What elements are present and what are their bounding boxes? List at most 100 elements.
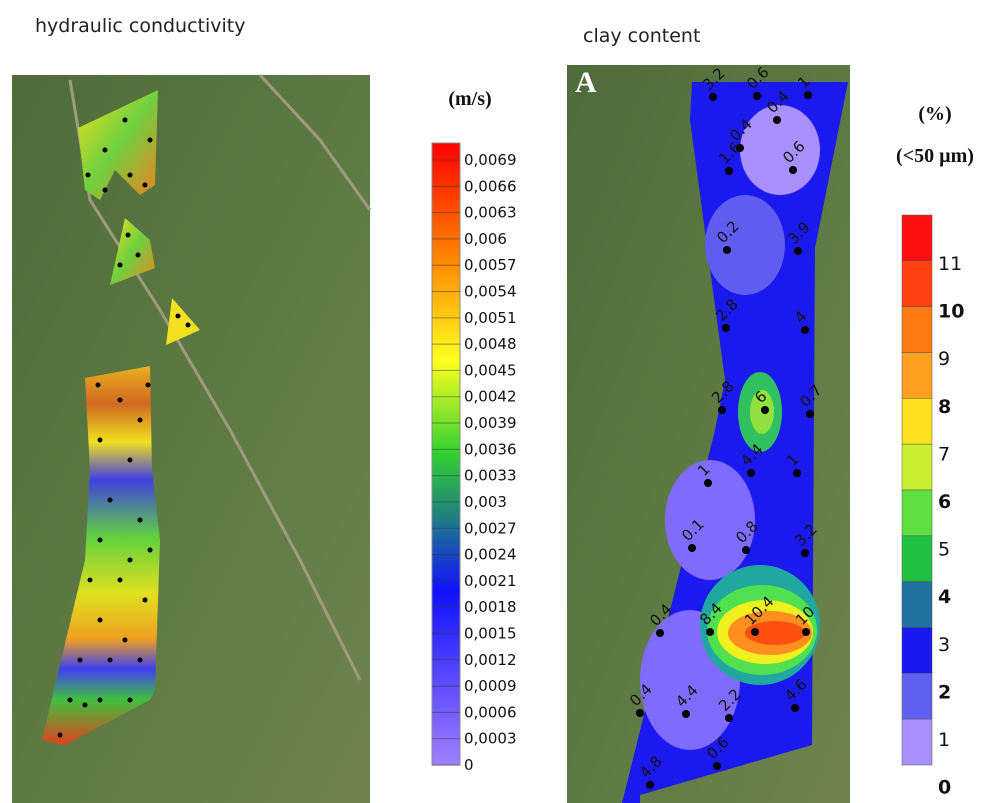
sample-point <box>725 714 733 722</box>
scale-label: 0,006 <box>464 230 507 248</box>
sample-point <box>138 418 143 423</box>
scale-label: 10 <box>938 301 964 323</box>
sample-point <box>103 148 108 153</box>
sample-point <box>78 658 83 663</box>
scale-label: 11 <box>938 253 962 275</box>
sample-point <box>118 263 123 268</box>
sample-point <box>656 629 664 637</box>
scale-label: 0,0027 <box>464 519 517 537</box>
sample-point <box>108 658 113 663</box>
scale-band <box>902 490 932 536</box>
scale-label: 0,0057 <box>464 256 517 274</box>
sample-point <box>761 406 769 414</box>
sample-point <box>804 91 812 99</box>
scale-label: 0,0054 <box>464 283 517 301</box>
sample-point <box>98 698 103 703</box>
scale-label: 6 <box>938 491 951 513</box>
scale-label: 0,0063 <box>464 204 517 222</box>
sample-point <box>646 781 654 789</box>
scale-band <box>902 261 932 307</box>
sample-point <box>801 326 809 334</box>
sample-point <box>723 246 731 254</box>
scale-label: 0,0036 <box>464 440 517 458</box>
scale-label: 7 <box>938 443 950 465</box>
sample-point <box>176 314 181 319</box>
scale-label: 0,0015 <box>464 624 517 642</box>
scale-label: 0,0006 <box>464 703 517 721</box>
sample-point <box>802 628 810 636</box>
sample-point <box>713 762 721 770</box>
sample-point <box>706 628 714 636</box>
sample-point <box>83 703 88 708</box>
scale-label: 2 <box>938 681 951 703</box>
scale-label: 0,0066 <box>464 177 517 195</box>
sample-point <box>143 598 148 603</box>
sample-point <box>725 167 733 175</box>
scale-label: 0 <box>464 756 474 774</box>
sample-point <box>138 518 143 523</box>
sample-point <box>789 166 797 174</box>
scale-label: 0,0033 <box>464 467 517 485</box>
sample-point <box>118 578 123 583</box>
scale-label: 5 <box>938 539 950 561</box>
scale-label: 0,0009 <box>464 677 517 695</box>
sample-point <box>146 383 151 388</box>
sample-point <box>186 323 191 328</box>
scale-label: 1 <box>938 729 950 751</box>
right-unit: (<50 µm) <box>896 145 974 167</box>
scale-label: 0,0012 <box>464 651 517 669</box>
sample-point <box>103 188 108 193</box>
scale-label: 0,0069 <box>464 151 517 169</box>
left-unit: (m/s) <box>448 88 491 110</box>
scale-label: 0,0048 <box>464 335 517 353</box>
scale-label: 0,0051 <box>464 309 517 327</box>
sample-point <box>722 324 730 332</box>
clay-zone <box>665 460 755 580</box>
sample-point <box>148 138 153 143</box>
right-title: clay content <box>583 25 700 47</box>
scale-label: 4 <box>938 586 951 608</box>
sample-point <box>704 479 712 487</box>
scale-label: 0 <box>938 777 951 799</box>
sample-point <box>136 253 141 258</box>
sample-point <box>128 173 133 178</box>
left-title: hydraulic conductivity <box>35 15 246 37</box>
sample-point <box>86 173 91 178</box>
left-color-bar <box>432 143 460 765</box>
sample-point <box>123 638 128 643</box>
sample-point <box>126 233 131 238</box>
panel-letter: A <box>575 66 597 99</box>
sample-point <box>143 183 148 188</box>
scale-band <box>902 215 932 261</box>
scale-label: 0,0021 <box>464 572 517 590</box>
figure: hydraulic conductivity clay content (m/s… <box>0 0 999 803</box>
sample-point <box>88 578 93 583</box>
scale-label: 0,0045 <box>464 361 517 379</box>
sample-point <box>148 548 153 553</box>
scale-label: 0,0042 <box>464 388 517 406</box>
sample-point <box>128 458 133 463</box>
sample-point <box>682 710 690 718</box>
sample-point <box>688 544 696 552</box>
sample-point <box>128 698 133 703</box>
sample-point <box>794 247 802 255</box>
sample-point <box>791 704 799 712</box>
sample-point <box>98 538 103 543</box>
scale-band <box>902 719 932 765</box>
sample-point <box>636 709 644 717</box>
scale-band <box>902 628 932 674</box>
sample-point <box>138 658 143 663</box>
sample-point <box>751 628 759 636</box>
right-unit: (%) <box>918 103 951 125</box>
sample-point <box>96 383 101 388</box>
scale-label: 0,003 <box>464 493 507 511</box>
sample-point <box>128 558 133 563</box>
scale-band <box>902 353 932 399</box>
sample-point <box>742 546 750 554</box>
clay-zone <box>705 195 785 295</box>
scale-band <box>902 307 932 353</box>
scale-band <box>902 398 932 444</box>
sample-point <box>718 406 726 414</box>
sample-point <box>806 410 814 418</box>
sample-point <box>68 698 73 703</box>
